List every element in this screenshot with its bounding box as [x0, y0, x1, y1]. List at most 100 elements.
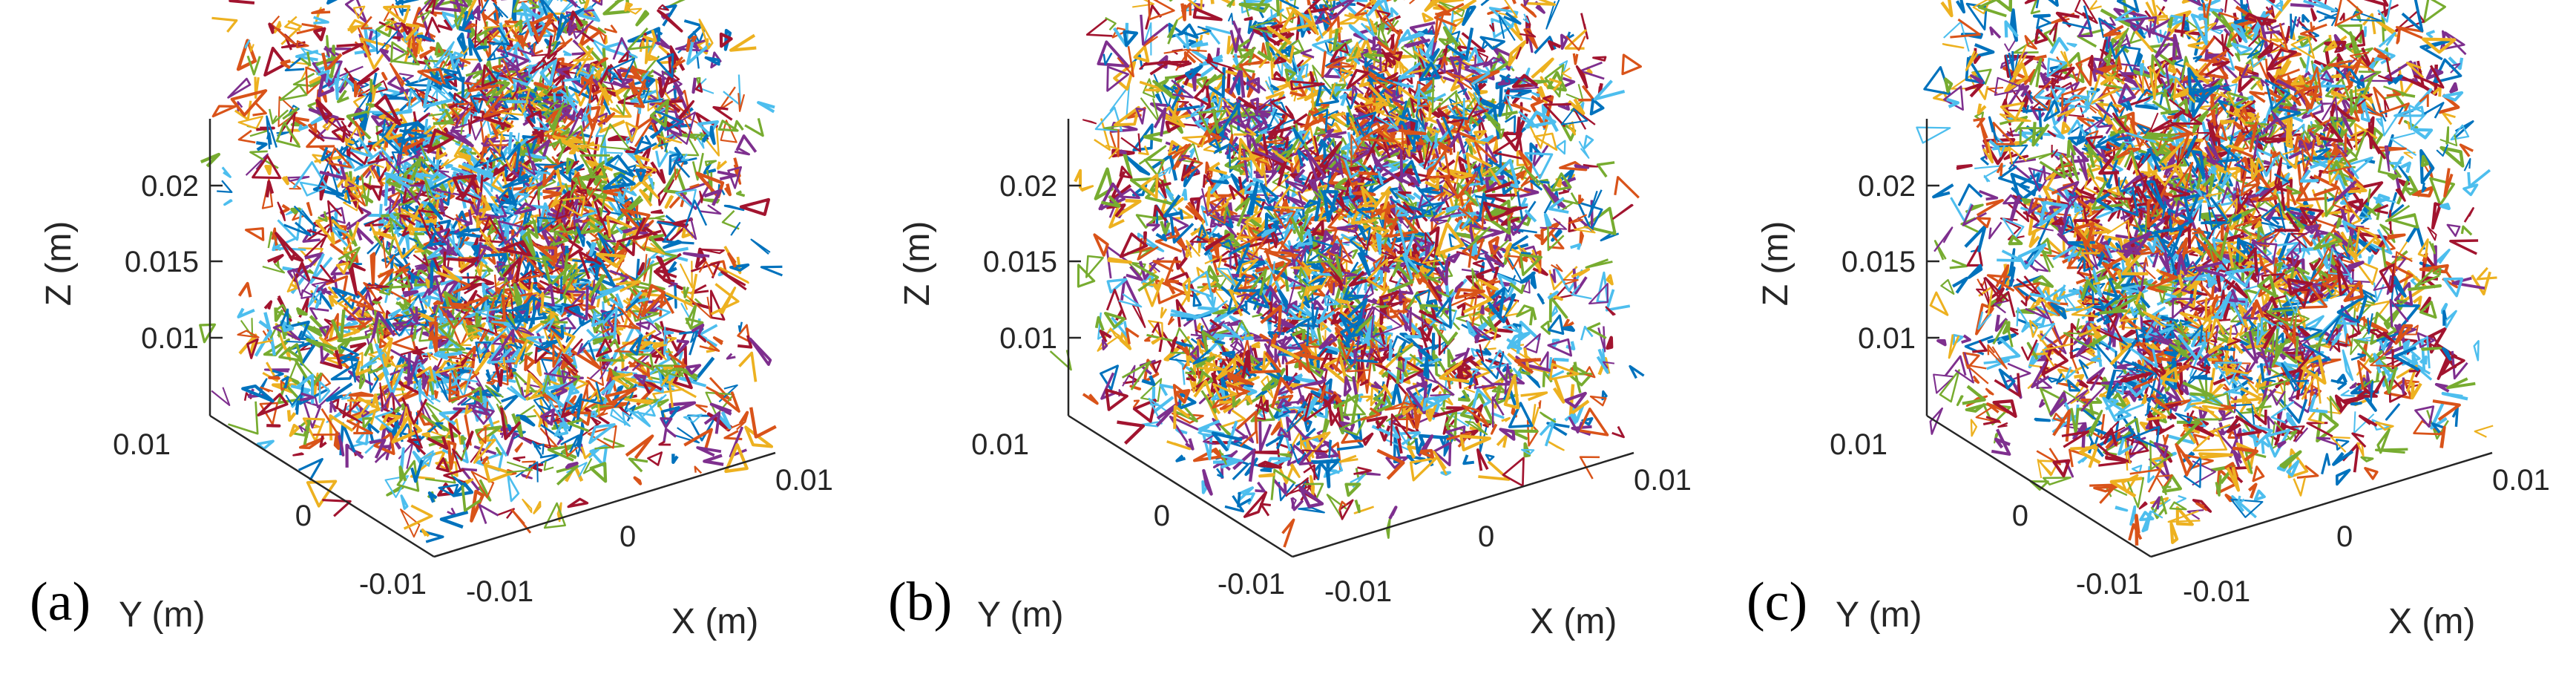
fracture-segment	[531, 125, 560, 138]
fracture-segment	[293, 205, 316, 228]
fracture-segment	[1296, 95, 1308, 100]
fracture-segment	[588, 448, 599, 459]
fracture-segment	[1563, 278, 1579, 285]
fracture-segment	[1131, 304, 1146, 328]
fracture-segment	[415, 38, 424, 53]
fracture-segment	[697, 334, 707, 343]
fracture-segment	[318, 290, 332, 310]
fracture-segment	[1446, 27, 1474, 61]
fracture-segment	[541, 256, 571, 278]
fracture-segment	[1465, 320, 1493, 341]
fracture-segment	[556, 13, 568, 41]
fracture-segment	[1121, 360, 1151, 390]
fracture-segment	[505, 155, 516, 171]
fracture-segment	[1238, 175, 1250, 189]
fracture-segment	[542, 99, 571, 123]
fracture-segment	[483, 463, 513, 483]
fracture-segment	[1244, 300, 1248, 311]
fracture-segment	[418, 48, 433, 59]
fracture-segment	[364, 217, 384, 227]
fracture-segment	[1338, 42, 1349, 54]
fracture-segment	[1580, 13, 1589, 40]
fracture-segment	[515, 405, 537, 419]
fracture-segment	[1077, 264, 1096, 288]
fracture-segment	[352, 422, 360, 434]
fracture-segment	[493, 2, 509, 19]
fracture-segment	[1522, 277, 1531, 294]
fracture-segment	[620, 366, 629, 372]
fracture-segment	[327, 200, 343, 232]
fracture-segment	[363, 24, 381, 45]
fracture-segment	[693, 132, 703, 140]
fracture-segment	[597, 112, 616, 126]
fracture-segment	[1418, 271, 1439, 301]
fracture-segment	[1280, 374, 1301, 384]
fracture-segment	[662, 221, 694, 245]
fracture-segment	[625, 353, 654, 371]
fracture-segment	[375, 30, 398, 55]
fracture-segment	[290, 120, 303, 127]
fracture-segment	[390, 108, 413, 116]
fracture-segment	[1330, 311, 1351, 325]
fracture-segment	[1166, 19, 1178, 45]
fracture-segment	[1334, 327, 1346, 337]
fracture-segment	[1145, 4, 1163, 30]
fracture-segment	[1303, 464, 1316, 480]
fracture-segment	[649, 127, 665, 140]
fracture-segment	[1290, 265, 1320, 272]
fracture-segment	[1175, 341, 1190, 356]
fracture-segment	[695, 404, 708, 413]
fracture-segment	[418, 325, 438, 342]
fracture-segment	[457, 396, 467, 406]
fracture-segment	[331, 218, 360, 241]
fracture-segment	[643, 254, 651, 282]
fracture-segment	[1534, 132, 1558, 151]
fracture-segment	[686, 364, 702, 375]
fracture-segment	[439, 337, 466, 351]
fracture-segment	[1224, 494, 1245, 513]
fracture-segment	[1262, 134, 1269, 156]
fracture-segment	[1321, 63, 1338, 79]
fracture-segment	[1575, 65, 1588, 89]
fracture-segment	[407, 426, 423, 449]
fracture-segment	[1185, 49, 1207, 64]
fracture-segment	[1324, 153, 1344, 174]
fracture-segment	[401, 226, 410, 237]
fracture-segment	[555, 252, 565, 269]
fracture-segment	[725, 420, 746, 431]
fracture-segment	[574, 278, 590, 292]
fracture-segment	[710, 290, 726, 321]
fracture-segment	[1548, 314, 1565, 336]
fracture-segment	[1249, 352, 1281, 374]
fracture-segment	[417, 68, 447, 88]
fracture-segment	[237, 115, 263, 130]
fracture-segment	[1209, 138, 1220, 150]
fracture-segment	[434, 42, 445, 56]
fracture-segment	[1186, 240, 1201, 258]
fracture-segment	[539, 0, 542, 3]
fracture-segment	[1547, 290, 1559, 300]
fracture-segment	[636, 221, 665, 241]
fracture-segment	[657, 76, 671, 98]
fracture-segment	[349, 186, 367, 207]
fracture-segment	[1224, 136, 1242, 155]
fracture-segment	[599, 104, 625, 134]
fracture-segment	[300, 51, 312, 67]
fracture-segment	[1488, 168, 1504, 188]
fracture-segment	[297, 373, 315, 404]
fracture-segment	[1234, 222, 1256, 255]
fracture-segment	[1543, 102, 1571, 128]
fracture-segment	[314, 154, 345, 163]
z-tick-label: 0.015	[125, 246, 199, 278]
fracture-segment	[571, 24, 594, 42]
fracture-segment	[400, 347, 428, 356]
fracture-segment	[427, 246, 443, 260]
fracture-segment	[388, 281, 411, 304]
fracture-segment	[1330, 111, 1347, 126]
fracture-segment	[1163, 258, 1186, 286]
fracture-segment	[363, 183, 373, 191]
fracture-segment	[421, 219, 437, 224]
fracture-segment	[1249, 237, 1274, 248]
y-tick-label: 0	[295, 500, 312, 532]
fracture-segment	[511, 88, 519, 100]
